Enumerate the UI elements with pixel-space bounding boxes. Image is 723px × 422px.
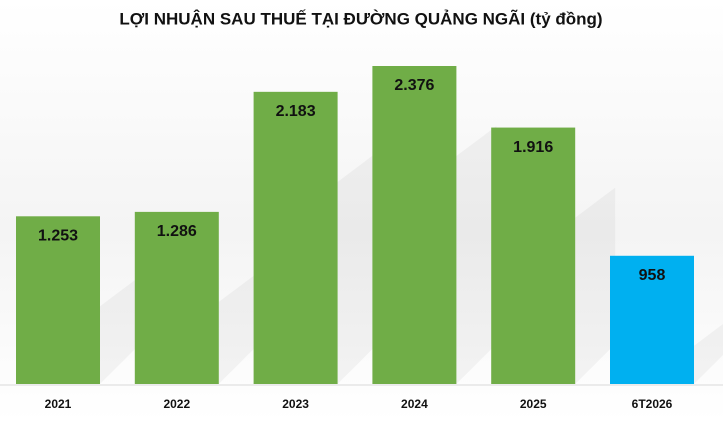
bar bbox=[134, 211, 219, 384]
bar-shadow bbox=[575, 187, 616, 384]
value-label: 958 bbox=[639, 267, 666, 284]
bar bbox=[253, 91, 338, 384]
chart-title: LỢI NHUẬN SAU THUẾ TẠI ĐƯỜNG QUẢNG NGÃI … bbox=[119, 8, 602, 28]
x-tick-label: 2025 bbox=[520, 397, 547, 411]
bar bbox=[491, 127, 576, 384]
bar-shadow bbox=[218, 271, 259, 384]
bar bbox=[372, 66, 457, 384]
x-tick-label: 2024 bbox=[401, 397, 428, 411]
bar-shadow bbox=[100, 276, 140, 384]
bar-shadow bbox=[337, 151, 378, 384]
bar bbox=[610, 255, 694, 384]
bar-shadow bbox=[456, 126, 497, 384]
bar-shadow bbox=[694, 324, 723, 384]
value-label: 1.916 bbox=[513, 139, 553, 156]
x-tick-label: 6T2026 bbox=[632, 397, 673, 411]
value-label: 1.253 bbox=[38, 228, 78, 245]
value-label: 1.286 bbox=[157, 223, 197, 240]
value-label: 2.376 bbox=[394, 77, 434, 94]
bar bbox=[16, 216, 100, 384]
x-tick-label: 2023 bbox=[282, 397, 309, 411]
x-tick-label: 2021 bbox=[45, 397, 72, 411]
value-label: 2.183 bbox=[276, 103, 316, 120]
x-tick-label: 2022 bbox=[163, 397, 190, 411]
